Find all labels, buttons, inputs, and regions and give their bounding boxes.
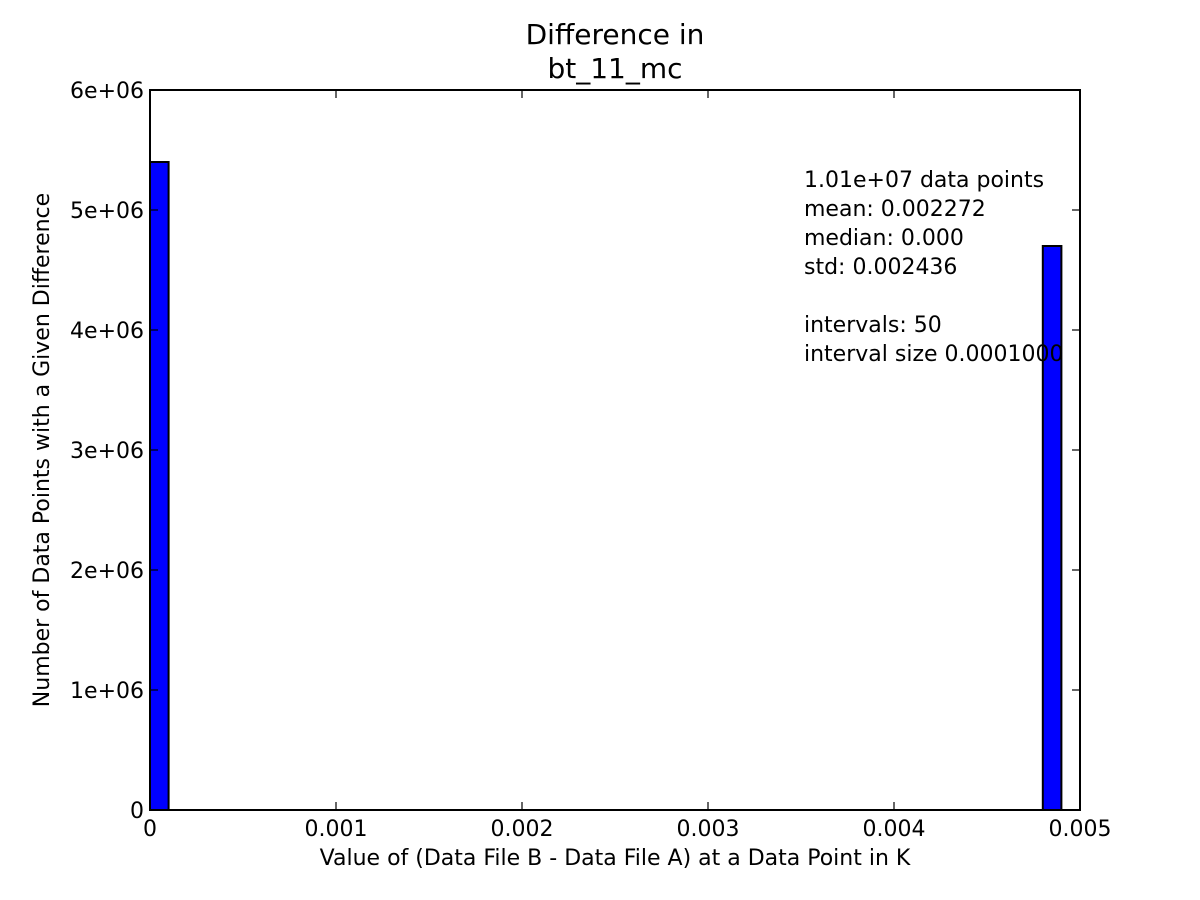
stats-line-6: interval size 0.0001000	[804, 342, 1064, 367]
stats-line-0: 1.01e+07 data points	[804, 168, 1044, 193]
y-tick-label-5: 5e+06	[70, 199, 144, 224]
chart-title-line-2: bt_11_mc	[547, 52, 682, 85]
x-tick-label-0: 0	[143, 817, 157, 842]
chart-title-line-1: Difference in	[526, 18, 705, 51]
y-axis-label: Number of Data Points with a Given Diffe…	[30, 193, 55, 707]
y-tick-label-0: 0	[130, 799, 144, 824]
x-tick-label-2: 0.002	[491, 817, 554, 842]
x-tick-label-3: 0.003	[677, 817, 740, 842]
histogram-bar-0	[149, 161, 170, 811]
stats-line-3: std: 0.002436	[804, 255, 957, 280]
x-tick-label-1: 0.001	[305, 817, 368, 842]
y-tick-label-2: 2e+06	[70, 559, 144, 584]
y-tick-label-3: 3e+06	[70, 439, 144, 464]
stats-line-2: median: 0.000	[804, 226, 964, 251]
bars-layer	[149, 161, 1063, 811]
y-tick-label-1: 1e+06	[70, 679, 144, 704]
histogram-bar-1	[1041, 245, 1063, 811]
ticks-layer: 0 0.001 0.002 0.003 0.004 0.005 0 1e+06 2e+06 3e+…	[70, 79, 1111, 842]
x-axis-label: Value of (Data File B - Data File A) at …	[320, 846, 911, 871]
y-tick-label-4: 4e+06	[70, 319, 144, 344]
stats-line-1: mean: 0.002272	[804, 197, 986, 222]
x-tick-label-4: 0.004	[863, 817, 926, 842]
x-tick-label-5: 0.005	[1049, 817, 1112, 842]
y-tick-label-6: 6e+06	[70, 79, 144, 104]
stats-annotation: 1.01e+07 data points mean: 0.002272 median…	[804, 168, 1064, 367]
stats-line-5: intervals: 50	[804, 313, 942, 338]
